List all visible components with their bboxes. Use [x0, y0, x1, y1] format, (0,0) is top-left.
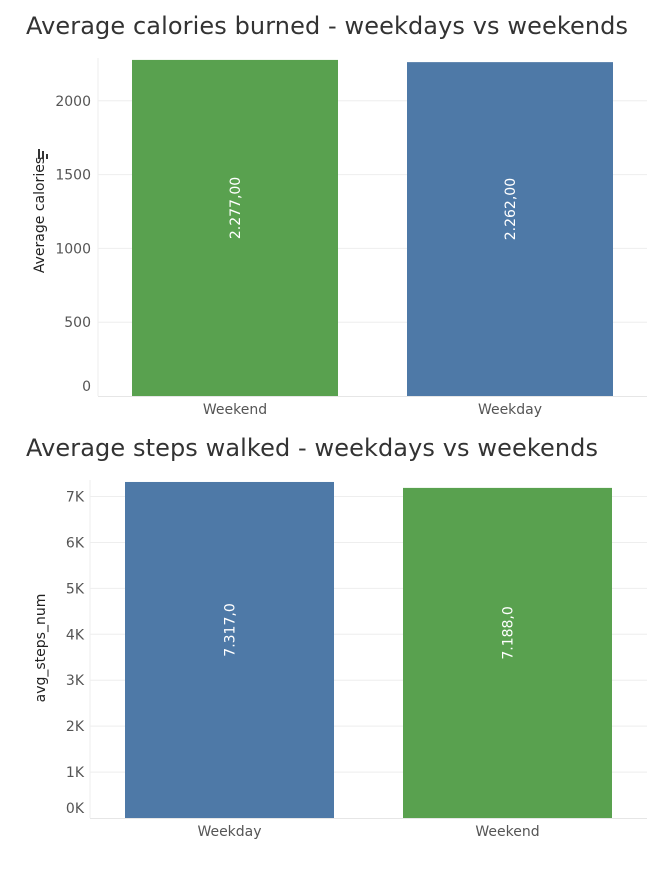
y-tick-label: 1K — [66, 765, 85, 781]
steps-bar-chart: 0K 1K 2K 3K 4K 5K 6K 7K 7.317,0 Weekday 7.188,0 Wee… — [33, 480, 647, 840]
sort-descending-icon[interactable] — [38, 149, 48, 159]
y-tick-label: 0K — [66, 801, 85, 817]
data-label: 7.317,0 — [223, 603, 239, 656]
steps-chart: Average steps walked - weekdays vs weeke… — [0, 430, 658, 871]
y-tick-label: 500 — [64, 315, 91, 331]
chart-title: Average calories burned - weekdays vs we… — [26, 12, 629, 40]
y-tick-label: 4K — [66, 627, 85, 643]
y-axis-title: avg_steps_num — [33, 594, 49, 703]
bar-weekday[interactable] — [407, 62, 613, 396]
y-tick-label: 2K — [66, 719, 85, 735]
data-label: 2.262,00 — [503, 178, 519, 240]
y-tick-label: 1500 — [55, 168, 91, 184]
data-label: 2.277,00 — [228, 177, 244, 239]
y-tick-label: 6K — [66, 535, 85, 551]
x-category-label: Weekday — [197, 824, 261, 840]
y-tick-label: 2000 — [55, 94, 91, 110]
x-category-label: Weekend — [203, 402, 267, 418]
chart-title: Average steps walked - weekdays vs weeke… — [26, 434, 599, 462]
y-tick-label: 1000 — [55, 241, 91, 257]
calories-chart: Average calories burned - weekdays vs we… — [0, 0, 658, 430]
bar-weekend[interactable] — [403, 487, 612, 818]
y-tick-label: 5K — [66, 581, 85, 597]
y-axis-title: Average calories — [32, 157, 48, 273]
x-category-label: Weekend — [475, 824, 539, 840]
data-label: 7.188,0 — [501, 606, 517, 659]
y-tick-label: 3K — [66, 673, 85, 689]
bar-weekend[interactable] — [132, 59, 338, 397]
y-tick-label: 7K — [66, 490, 85, 506]
calories-bar-chart: 0 500 1000 1500 2000 2.277,00 Weekend 2.262,00 W… — [32, 58, 647, 418]
y-tick-label: 0 — [82, 379, 91, 395]
x-category-label: Weekday — [478, 402, 542, 418]
bar-weekday[interactable] — [125, 481, 334, 818]
